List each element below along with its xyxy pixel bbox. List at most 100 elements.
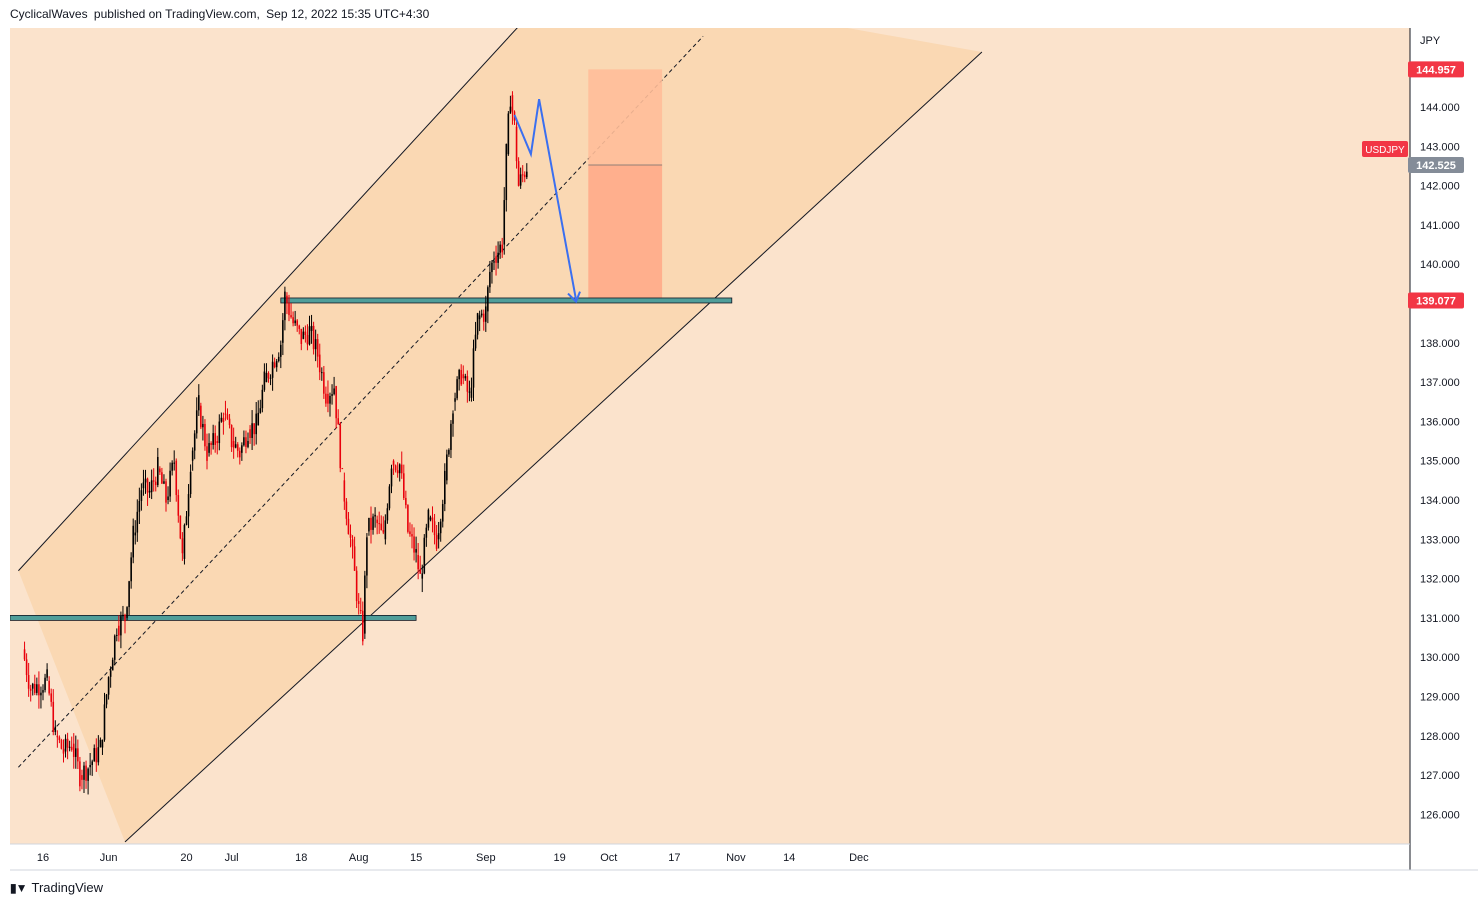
candle <box>493 251 495 271</box>
candle-body <box>48 680 50 694</box>
candle <box>433 513 436 545</box>
candle-body <box>241 445 243 453</box>
candle-body <box>113 635 116 660</box>
candle <box>62 739 65 763</box>
candle <box>491 260 493 284</box>
price-tag: 142.525 <box>1408 156 1464 173</box>
candle-body <box>175 460 178 496</box>
symbol-tag-box <box>1362 140 1408 157</box>
candle <box>446 449 448 485</box>
candle <box>265 363 268 383</box>
candle-body <box>34 683 36 693</box>
candle <box>124 613 126 634</box>
x-tick-label: 15 <box>410 852 422 864</box>
candle-body <box>210 443 212 445</box>
candle <box>357 593 360 615</box>
candle-body <box>302 331 305 339</box>
candle <box>70 736 73 752</box>
x-tick-label: 20 <box>180 852 192 864</box>
candle-body <box>333 388 335 395</box>
candle <box>50 688 52 707</box>
candle-body <box>198 395 200 411</box>
candle-body <box>318 354 321 373</box>
candle <box>405 490 407 509</box>
author-name[interactable]: CyclicalWaves <box>10 7 88 21</box>
candle <box>298 324 301 335</box>
candle-body <box>439 521 442 534</box>
candle <box>191 447 194 471</box>
candle <box>157 447 159 488</box>
candle-body <box>364 575 366 634</box>
candle <box>187 484 190 529</box>
candle <box>236 442 239 458</box>
price-axis[interactable]: 126.000 127.000 128.000 129.000 130.000 131.0… <box>1420 35 1460 821</box>
candle <box>286 292 288 315</box>
candle <box>384 514 387 545</box>
candle-body <box>450 423 452 450</box>
candle-body <box>382 529 385 533</box>
candle-body <box>44 677 46 691</box>
candle-body <box>220 417 223 422</box>
footer-brand[interactable]: ▮▼ TradingView <box>10 880 103 895</box>
candle <box>230 424 233 452</box>
candle <box>212 424 214 450</box>
candle-body <box>521 174 524 176</box>
candle-body <box>247 440 249 447</box>
candle <box>499 241 501 259</box>
candle-body <box>464 376 467 379</box>
candle-body <box>476 313 479 335</box>
candle <box>255 401 257 445</box>
candle <box>468 380 471 402</box>
candle-body <box>140 490 143 501</box>
candle-body <box>286 295 288 304</box>
candle <box>136 499 139 542</box>
candle <box>441 499 444 528</box>
candle-body <box>142 482 145 489</box>
candle <box>294 310 296 326</box>
candle <box>398 463 401 482</box>
candle-body <box>97 747 100 763</box>
candle-body <box>403 473 405 499</box>
candle-body <box>40 692 42 696</box>
candle-body <box>349 534 352 538</box>
candle-body <box>109 670 112 677</box>
candle-body <box>134 532 137 536</box>
candle <box>329 392 331 417</box>
candle-body <box>292 317 294 324</box>
candle <box>284 286 286 331</box>
candle-body <box>157 456 159 486</box>
candle-body <box>362 610 364 642</box>
candle <box>400 451 403 479</box>
candle <box>302 327 305 340</box>
candle <box>275 358 278 372</box>
candle <box>54 720 57 736</box>
candle-body <box>503 200 506 245</box>
x-tick-label: Aug <box>349 852 369 864</box>
candle <box>140 483 143 511</box>
candle-body <box>273 362 276 368</box>
candle <box>241 442 243 461</box>
candle <box>462 365 465 385</box>
channel-upper-line <box>18 28 518 572</box>
y-tick-label: 133.000 <box>1420 534 1460 546</box>
candle <box>312 321 315 355</box>
candle <box>66 732 69 760</box>
candle-body <box>27 675 30 689</box>
price-tag-box <box>1408 292 1464 309</box>
candle <box>403 464 405 501</box>
candle-body <box>359 610 362 612</box>
candle <box>142 469 145 496</box>
candle-body <box>310 325 313 332</box>
candle-body <box>271 361 274 378</box>
candle <box>195 397 198 439</box>
time-axis[interactable]: 16 Jun 20 Jul 18 Aug 15 Sep 19 Oct 17 Nov 14 Dec <box>37 852 869 864</box>
candle <box>439 518 442 542</box>
candle-body <box>405 498 407 506</box>
candle <box>421 564 424 593</box>
candle-body <box>202 423 204 428</box>
candle <box>341 467 344 470</box>
candle <box>509 95 512 114</box>
candle-body <box>312 325 315 350</box>
candle <box>206 433 208 470</box>
